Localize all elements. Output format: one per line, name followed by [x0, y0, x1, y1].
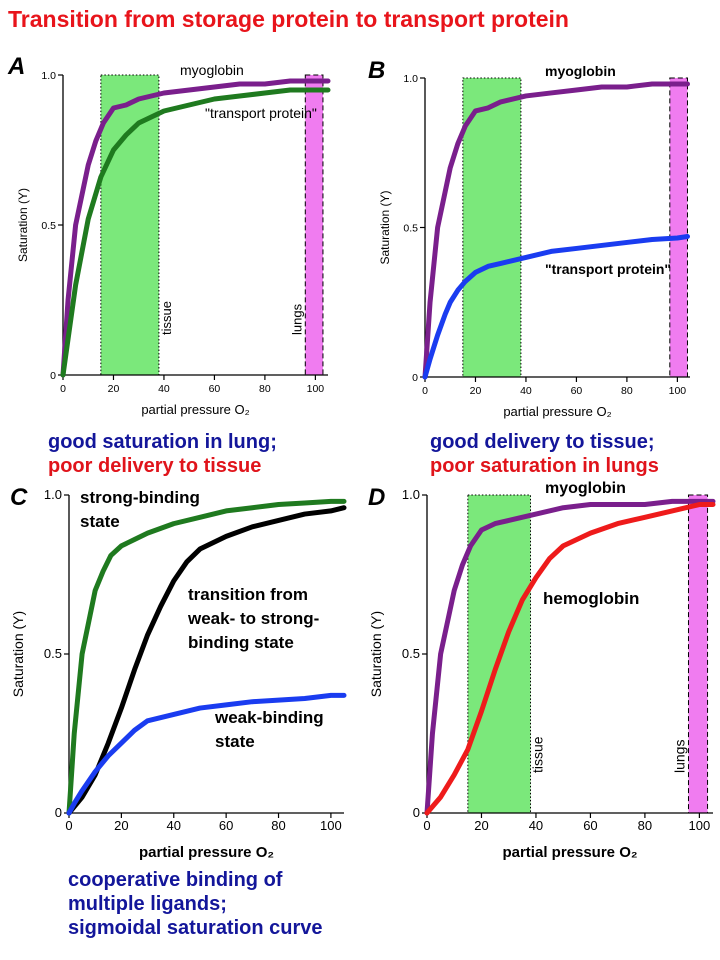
main-title: Transition from storage protein to trans…	[8, 6, 569, 32]
label-myoglobin-d: myoglobin	[545, 480, 626, 497]
x-tick-label: 100	[307, 383, 325, 395]
y-tick-label: 0.5	[41, 220, 56, 232]
label-transition: weak- to strong-	[187, 609, 319, 628]
label-hemoglobin: hemoglobin	[543, 589, 639, 608]
series-line-myoglobin	[424, 498, 716, 816]
x-tick-label: 20	[108, 383, 120, 395]
tissue-label: tissue	[159, 301, 174, 335]
x-tick-label: 40	[158, 383, 170, 395]
x-axis-label: partial pressure O₂	[502, 844, 637, 861]
x-tick-label: 20	[470, 385, 482, 397]
x-tick-label: 80	[621, 385, 633, 397]
panel-letter: A	[7, 53, 25, 80]
x-tick-label: 80	[259, 383, 271, 395]
y-axis-label: Saturation (Y)	[368, 611, 384, 697]
series-line-myoglobin	[422, 81, 690, 380]
y-tick-label: 0	[50, 370, 56, 382]
caption-b-line2: poor saturation in lungs	[430, 455, 659, 477]
label-myoglobin-b: myoglobin	[545, 63, 616, 79]
series-line-hemoglobin	[424, 502, 716, 816]
y-tick-label: 0	[55, 805, 62, 820]
x-tick-label: 0	[422, 385, 428, 397]
panel-letter: B	[368, 57, 385, 84]
series-line-weak-binding-state	[66, 692, 347, 816]
x-axis-label: partial pressure O₂	[139, 844, 274, 861]
series-line--transport-protein-	[60, 87, 331, 378]
x-tick-label: 80	[271, 818, 285, 833]
series-line--transport-protein-	[422, 233, 690, 380]
tissue-band	[462, 77, 522, 378]
caption-c-line2: multiple ligands;	[68, 893, 227, 915]
x-tick-label: 100	[320, 818, 342, 833]
panel-d: tissue lungs 0 0.5 1.0 0 20 40 60 80 100 partial pr…	[368, 484, 716, 861]
x-tick-label: 0	[65, 818, 72, 833]
x-tick-label: 0	[60, 383, 66, 395]
y-tick-label: 1.0	[44, 487, 62, 502]
caption-c-line1: cooperative binding of	[68, 869, 283, 891]
series-line-myoglobin	[60, 78, 331, 378]
y-tick-label: 1.0	[41, 70, 56, 82]
x-tick-label: 40	[529, 818, 543, 833]
panel-b: 0 0.5 1.0 0 20 40 60 80 100 partial pressure O₂ Sa…	[368, 57, 690, 419]
label-weak-binding: state	[215, 732, 255, 751]
lungs-label: lungs	[289, 303, 304, 335]
label-transport-protein-b: "transport protein"	[545, 261, 671, 277]
x-tick-label: 40	[167, 818, 181, 833]
tissue-label: tissue	[530, 736, 546, 773]
tissue-band	[100, 74, 160, 376]
y-tick-label: 0	[413, 805, 420, 820]
x-tick-label: 60	[571, 385, 583, 397]
y-tick-label: 1.0	[402, 487, 420, 502]
y-axis-label: Saturation (Y)	[378, 190, 392, 264]
caption-a-line2: poor delivery to tissue	[48, 455, 262, 477]
caption-b-line1: good delivery to tissue;	[430, 431, 655, 453]
y-tick-label: 0.5	[402, 646, 420, 661]
caption-c-line3: sigmoidal saturation curve	[68, 917, 323, 939]
panel-c: 0 0.5 1.0 0 20 40 60 80 100 partial pressure O₂ Sa…	[10, 484, 347, 861]
y-axis-label: Saturation (Y)	[10, 611, 26, 697]
panel-a: tissue lungs 0 0.5 1.0 0 20 40 60 80 100 partial pr…	[7, 53, 331, 417]
y-tick-label: 0.5	[44, 646, 62, 661]
lungs-label: lungs	[671, 740, 687, 773]
x-tick-label: 20	[114, 818, 128, 833]
x-tick-label: 60	[583, 818, 597, 833]
y-axis-label: Saturation (Y)	[16, 188, 30, 262]
series-line-strong-binding-state	[66, 498, 347, 816]
x-tick-label: 100	[669, 385, 687, 397]
x-tick-label: 20	[474, 818, 488, 833]
x-axis-label: partial pressure O₂	[141, 402, 249, 417]
caption-c: cooperative binding of multiple ligands;…	[68, 868, 323, 940]
y-tick-label: 0	[412, 372, 418, 384]
y-tick-label: 0.5	[403, 223, 418, 235]
y-tick-label: 1.0	[403, 73, 418, 85]
label-weak-binding: weak-binding	[214, 708, 324, 727]
x-tick-label: 0	[423, 818, 430, 833]
caption-a-line1: good saturation in lung;	[48, 431, 277, 453]
x-axis-label: partial pressure O₂	[503, 404, 611, 419]
label-strong-binding: strong-binding	[80, 488, 200, 507]
x-tick-label: 60	[219, 818, 233, 833]
panel-letter: C	[10, 484, 28, 511]
lungs-band	[304, 74, 324, 376]
panel-letter: D	[368, 484, 385, 511]
caption-b: good delivery to tissue; poor saturation…	[430, 430, 659, 478]
caption-a: good saturation in lung; poor delivery t…	[48, 430, 277, 478]
x-tick-label: 100	[689, 818, 711, 833]
lungs-band	[669, 77, 688, 378]
label-transition: transition from	[188, 585, 308, 604]
lungs-band	[687, 494, 709, 814]
series-line-transition-from-weak-to-strong-binding-state	[66, 505, 347, 816]
label-strong-binding: state	[80, 512, 120, 531]
x-tick-label: 60	[209, 383, 221, 395]
x-tick-label: 40	[520, 385, 532, 397]
x-tick-label: 80	[638, 818, 652, 833]
label-transition: binding state	[188, 633, 294, 652]
label-transport-protein-a: "transport protein"	[205, 105, 317, 121]
label-myoglobin-a: myoglobin	[180, 62, 244, 78]
